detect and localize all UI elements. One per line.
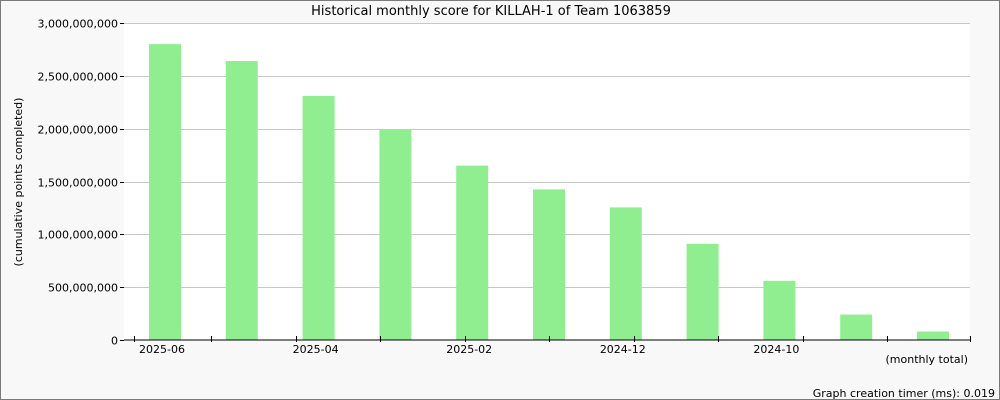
x-tick-label: 2024-10 xyxy=(753,343,799,356)
bar-2025-05 xyxy=(225,61,258,340)
axes xyxy=(124,336,971,342)
x-tick-label: 2024-12 xyxy=(600,343,646,356)
y-tick-label: 1,500,000,000 xyxy=(38,177,118,190)
bar-2025-02 xyxy=(456,165,489,340)
y-tick-label: 1,000,000,000 xyxy=(38,229,118,242)
x-tick-label: 2025-06 xyxy=(139,343,185,356)
bar-2024-12 xyxy=(609,207,642,340)
y-tick-label: 2,500,000,000 xyxy=(38,71,118,84)
graph-timer-text: Graph creation timer (ms): 0.019 xyxy=(813,387,995,400)
y-axis-label: (cumulative points completed) xyxy=(12,98,25,267)
bar-2025-04 xyxy=(302,95,335,341)
bar-2024-10 xyxy=(763,280,796,340)
bar-2024-11 xyxy=(686,243,719,340)
bar-2025-01 xyxy=(533,189,565,340)
y-tick-label: 3,000,000,000 xyxy=(38,18,118,31)
bar-2024-08 xyxy=(917,331,949,340)
bar-2025-03 xyxy=(379,129,412,340)
y-tick-label: 500,000,000 xyxy=(48,282,118,295)
x-tick-labels: 2025-06 2025-04 2025-02 2024-12 2024-10 xyxy=(139,343,799,356)
bar-2024-09 xyxy=(840,314,873,340)
x-tick-label: 2025-04 xyxy=(293,343,339,356)
y-tick-label: 2,000,000,000 xyxy=(38,124,118,137)
y-tick-labels: 0 500,000,000 1,000,000,000 1,500,000,000 2,… xyxy=(38,18,124,348)
bar-2025-06 xyxy=(149,44,181,340)
y-tick-label: 0 xyxy=(111,335,118,348)
bars xyxy=(149,44,949,341)
x-axis-label: (monthly total) xyxy=(886,353,969,366)
chart-title: Historical monthly score for KILLAH-1 of… xyxy=(311,4,671,19)
x-tick-label: 2025-02 xyxy=(446,343,492,356)
